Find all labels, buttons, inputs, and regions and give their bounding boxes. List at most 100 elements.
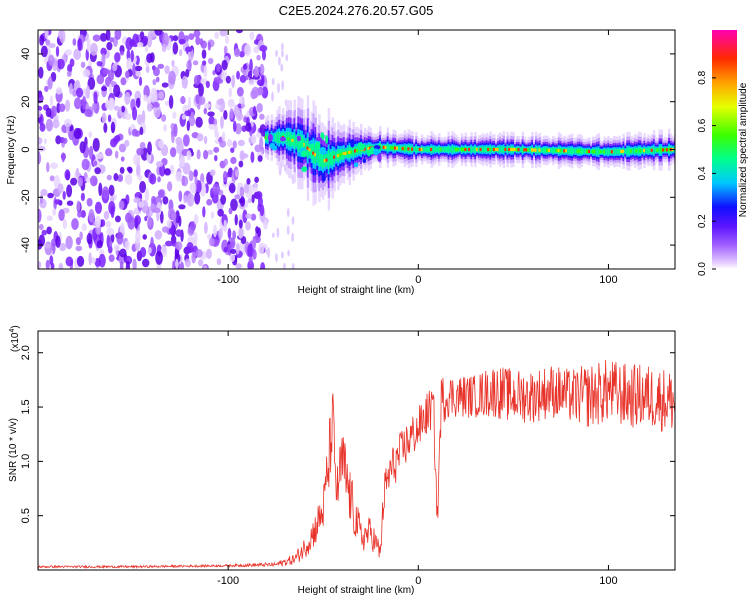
noise-speckle [98,253,106,268]
snr-y-axis-label: SNR (10 * v/v) [8,418,19,482]
noise-speckle [189,182,197,194]
signal-band-cell [293,133,296,149]
noise-speckle [170,211,177,221]
noise-speckle [186,120,190,132]
noise-speckle [195,116,203,128]
signal-peak-cell [367,146,371,151]
noise-speckle [216,258,222,266]
signal-peak-cell [314,153,318,157]
noise-speckle [161,226,170,233]
signal-peak-cell [407,147,411,151]
noise-speckle [261,86,269,99]
noise-speckle [144,187,150,202]
signal-peak-cell [479,147,483,152]
noise-speckle [202,206,206,218]
signal-peak-cell [576,149,580,153]
noise-speckle [135,70,142,77]
noise-speckle [206,198,213,206]
noise-speckle [182,134,190,147]
noise-speckle [281,50,284,58]
noise-speckle [45,259,50,269]
noise-speckle [75,245,83,252]
noise-speckle [238,160,244,168]
noise-speckle [149,173,157,185]
noise-speckle [236,112,244,122]
signal-blob [353,162,359,168]
noise-speckle [64,49,73,56]
noise-speckle [228,87,233,98]
snr-series-line [38,359,675,569]
noise-speckle [250,213,257,221]
noise-speckle [44,30,49,40]
noise-speckle [141,258,150,268]
noise-speckle [182,162,191,175]
signal-band-cell [521,146,525,154]
signal-band-cell [477,146,481,153]
signal-peak-cell [660,148,664,152]
noise-speckle [234,169,239,178]
signal-band-cell [544,147,547,154]
noise-speckle [77,210,82,218]
signal-band-cell [584,149,587,154]
noise-speckle [154,229,163,240]
signal-band-cell [607,148,610,155]
signal-peak-cell [635,149,639,153]
noise-speckle [92,102,97,111]
signal-blob [362,158,367,163]
noise-speckle [255,226,259,234]
noise-speckle [98,182,103,197]
noise-speckle [240,153,249,159]
signal-band-cell [567,147,570,154]
signal-blob [267,133,273,142]
noise-speckle [191,251,196,264]
signal-peak-cell [610,150,614,154]
noise-speckle [124,91,131,105]
noise-speckle [76,255,85,267]
signal-peak-cell [333,155,337,159]
noise-speckle [135,230,141,244]
noise-speckle [113,173,119,182]
noise-speckle [186,60,192,71]
signal-band-cell [276,132,279,143]
noise-speckle [68,83,73,95]
signal-peak-cell [487,147,491,152]
noise-speckle [275,253,278,263]
noise-speckle [250,134,257,144]
noise-speckle [38,145,46,152]
noise-speckle [171,59,175,68]
signal-peak-cell [548,148,552,153]
signal-band-cell [386,143,390,152]
noise-speckle [271,232,275,238]
signal-band-cell [491,146,494,153]
noise-speckle [208,115,215,126]
signal-band-cell [447,146,450,153]
signal-peak-cell [439,147,443,152]
colorbar-gradient [712,30,737,269]
noise-speckle [216,63,221,72]
signal-peak-cell [342,152,346,156]
signal-peak-cell [418,147,422,152]
noise-speckle [112,63,118,72]
signal-blob [296,135,301,142]
noise-speckle [125,212,133,224]
noise-speckle [73,81,79,91]
signal-band-cell [398,145,401,151]
noise-speckle [244,43,252,57]
noise-speckle [184,258,191,268]
noise-speckle [100,219,106,227]
noise-speckle [254,176,259,183]
signal-band-cell [612,148,616,155]
signal-blob [321,173,326,182]
noise-speckle [209,169,216,176]
noise-speckle [154,30,163,36]
noise-speckle [138,201,144,208]
signal-peak-cell [355,148,359,153]
noise-speckle [40,188,48,196]
noise-speckle [94,215,101,228]
noise-speckle [106,41,113,51]
signal-band-cell [618,148,622,155]
signal-peak-cell [629,149,633,153]
signal-band-cell [426,146,430,153]
noise-speckle [86,38,91,53]
noise-speckle [286,208,290,218]
